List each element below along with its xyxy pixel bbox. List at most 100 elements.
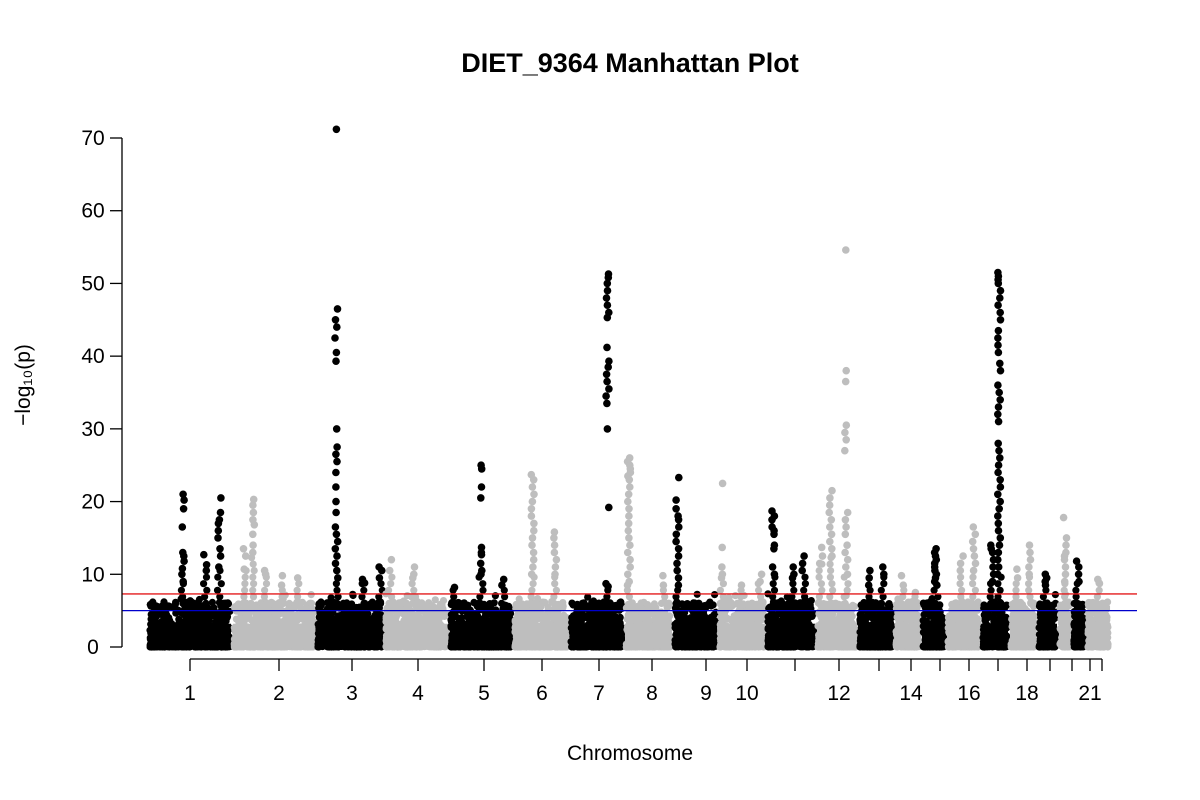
snp-point [249,560,257,568]
snp-point [637,599,645,607]
snp-point [293,599,301,608]
peak-point [624,526,633,535]
snp-point [262,580,271,588]
snp-band [450,623,512,648]
snp-point [333,599,341,608]
peak-point [550,534,558,542]
snp-band [514,623,568,648]
peak-point [529,548,538,557]
snp-point [307,599,316,607]
snp-point [659,586,668,594]
chromosome-2-points [230,495,318,651]
peak-point [178,570,186,579]
snp-point [449,586,457,594]
peak-point [602,370,611,379]
peak-point [249,541,257,549]
snp-point [249,586,257,594]
snp-point [239,599,247,608]
chromosome-6-points [511,470,571,651]
peak-point [602,294,611,302]
snp-point [261,586,269,594]
snp-point [200,580,208,588]
peak-point [550,548,559,557]
snp-point [550,599,558,608]
peak-point [331,523,340,531]
snp-point [295,580,303,588]
peak-point [214,526,223,535]
snp-point [223,613,231,622]
peak-point [527,505,536,513]
snp-point [249,573,257,581]
snp-point [388,573,396,581]
snp-point [527,599,535,608]
peak-point [332,425,341,433]
snp-point [217,580,225,588]
peak-point [179,490,187,499]
peak-point [530,526,538,535]
peak-point [180,557,188,565]
snp-point [377,599,385,608]
snp-point [179,599,187,608]
snp-point [179,593,187,601]
snp-point [250,580,258,588]
peak-point [202,561,211,569]
peak-point [249,501,257,510]
snp-point [479,580,487,588]
peak-point [200,550,208,559]
chromosome-3-points [314,125,386,651]
snp-point [491,592,499,600]
peak-point [332,450,340,459]
peak-point [333,566,341,575]
snp-point [237,608,245,616]
snp-point [263,599,271,608]
peak-point [331,316,340,324]
peak-point [551,563,560,571]
peak-point [332,508,340,517]
snp-point [321,608,329,616]
peak-point [626,555,634,564]
peak-point [603,286,612,295]
snp-point [451,599,460,608]
peak-point [624,519,633,528]
peak-point [625,512,633,520]
peak-point [528,541,536,549]
peak-point [333,443,341,451]
snp-point [213,586,222,594]
snp-band [570,623,623,648]
peak-point [249,508,258,517]
snp-point [216,593,224,601]
snp-point [604,586,612,594]
chart-title: DIET_9364 Manhattan Plot [461,48,799,78]
peak-point [603,279,612,288]
snp-point [245,611,253,620]
peak-point [602,392,610,400]
peak-point [249,495,258,504]
peak-point [626,563,634,571]
snp-point [360,586,368,594]
peak-point [624,497,632,506]
peak-point [178,564,187,573]
snp-point [437,601,445,609]
snp-point [431,596,439,604]
chromosome-5-points [447,461,515,651]
peak-point [477,483,486,491]
snp-point [463,613,471,621]
data-points [146,125,1112,651]
snp-point [260,593,268,601]
snp-band [233,623,315,648]
snp-band [385,623,448,648]
chromosome-9-points [671,473,720,651]
snp-point [327,594,335,602]
peak-point [625,534,633,542]
snp-point [304,614,312,623]
peak-point [659,571,667,580]
snp-point [657,617,666,625]
peak-point [387,555,396,564]
snp-point [203,586,211,594]
peak-point [477,550,486,559]
snp-point [410,586,418,594]
peak-point [378,566,386,575]
peak-point [241,552,250,560]
snp-point [268,599,276,607]
peak-point [527,512,536,520]
